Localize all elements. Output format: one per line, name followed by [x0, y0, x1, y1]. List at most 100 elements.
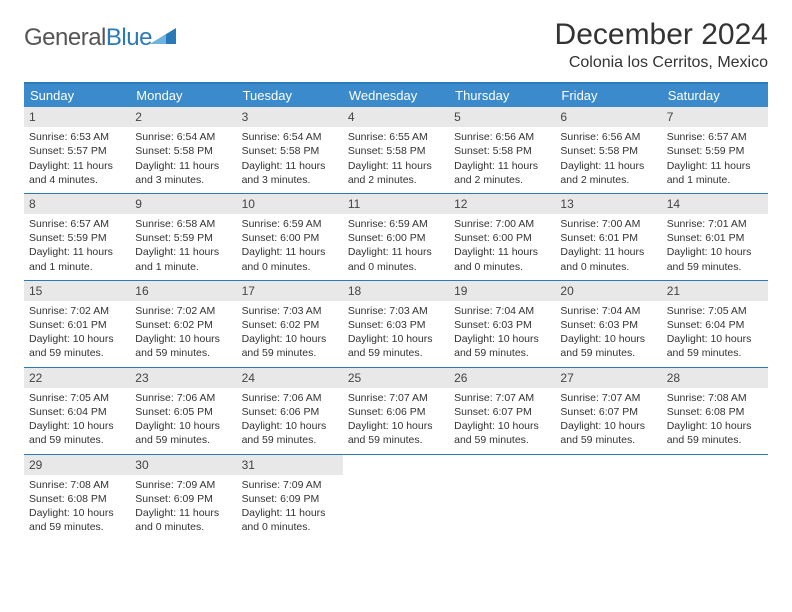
day-body: Sunrise: 6:54 AMSunset: 5:58 PMDaylight:…: [237, 127, 343, 193]
day-body: Sunrise: 7:07 AMSunset: 6:07 PMDaylight:…: [449, 388, 555, 454]
daylight: Daylight: 10 hours and 59 minutes.: [135, 332, 231, 360]
day-cell: 9Sunrise: 6:58 AMSunset: 5:59 PMDaylight…: [130, 194, 236, 280]
daylight: Daylight: 11 hours and 2 minutes.: [560, 159, 656, 187]
day-body: Sunrise: 7:02 AMSunset: 6:02 PMDaylight:…: [130, 301, 236, 367]
day-number: 6: [555, 107, 661, 127]
sunset: Sunset: 6:07 PM: [454, 405, 550, 419]
day-cell: 5Sunrise: 6:56 AMSunset: 5:58 PMDaylight…: [449, 107, 555, 193]
day-header-wed: Wednesday: [343, 84, 449, 107]
day-cell: [555, 455, 661, 541]
day-cell: 29Sunrise: 7:08 AMSunset: 6:08 PMDayligh…: [24, 455, 130, 541]
day-cell: 14Sunrise: 7:01 AMSunset: 6:01 PMDayligh…: [662, 194, 768, 280]
day-number: 7: [662, 107, 768, 127]
day-number: 11: [343, 194, 449, 214]
day-body: Sunrise: 6:55 AMSunset: 5:58 PMDaylight:…: [343, 127, 449, 193]
day-body: Sunrise: 6:59 AMSunset: 6:00 PMDaylight:…: [343, 214, 449, 280]
daylight: Daylight: 10 hours and 59 minutes.: [348, 419, 444, 447]
sunrise: Sunrise: 7:09 AM: [135, 478, 231, 492]
day-cell: 19Sunrise: 7:04 AMSunset: 6:03 PMDayligh…: [449, 281, 555, 367]
daylight: Daylight: 10 hours and 59 minutes.: [667, 245, 763, 273]
sunrise: Sunrise: 6:56 AM: [560, 130, 656, 144]
sunrise: Sunrise: 6:58 AM: [135, 217, 231, 231]
day-cell: 21Sunrise: 7:05 AMSunset: 6:04 PMDayligh…: [662, 281, 768, 367]
day-body: Sunrise: 7:06 AMSunset: 6:05 PMDaylight:…: [130, 388, 236, 454]
logo-text: GeneralBlue: [24, 24, 152, 52]
sunset: Sunset: 5:58 PM: [242, 144, 338, 158]
day-body: Sunrise: 6:56 AMSunset: 5:58 PMDaylight:…: [555, 127, 661, 193]
day-cell: 18Sunrise: 7:03 AMSunset: 6:03 PMDayligh…: [343, 281, 449, 367]
daylight: Daylight: 11 hours and 2 minutes.: [454, 159, 550, 187]
sunrise: Sunrise: 6:54 AM: [242, 130, 338, 144]
daylight: Daylight: 10 hours and 59 minutes.: [454, 332, 550, 360]
sunset: Sunset: 6:08 PM: [667, 405, 763, 419]
week-row: 29Sunrise: 7:08 AMSunset: 6:08 PMDayligh…: [24, 454, 768, 541]
day-number: 25: [343, 368, 449, 388]
sunset: Sunset: 6:02 PM: [242, 318, 338, 332]
sunset: Sunset: 6:04 PM: [29, 405, 125, 419]
daylight: Daylight: 11 hours and 1 minute.: [667, 159, 763, 187]
day-cell: 3Sunrise: 6:54 AMSunset: 5:58 PMDaylight…: [237, 107, 343, 193]
sunrise: Sunrise: 7:05 AM: [29, 391, 125, 405]
day-body: Sunrise: 7:00 AMSunset: 6:01 PMDaylight:…: [555, 214, 661, 280]
day-cell: 26Sunrise: 7:07 AMSunset: 6:07 PMDayligh…: [449, 368, 555, 454]
day-number: 1: [24, 107, 130, 127]
day-number: 23: [130, 368, 236, 388]
day-cell: [449, 455, 555, 541]
sunset: Sunset: 6:09 PM: [242, 492, 338, 506]
sunset: Sunset: 6:05 PM: [135, 405, 231, 419]
daylight: Daylight: 10 hours and 59 minutes.: [29, 419, 125, 447]
day-cell: [662, 455, 768, 541]
sunrise: Sunrise: 7:04 AM: [560, 304, 656, 318]
day-body: Sunrise: 7:03 AMSunset: 6:03 PMDaylight:…: [343, 301, 449, 367]
day-body: Sunrise: 6:57 AMSunset: 5:59 PMDaylight:…: [24, 214, 130, 280]
day-body: Sunrise: 7:07 AMSunset: 6:06 PMDaylight:…: [343, 388, 449, 454]
sunrise: Sunrise: 6:59 AM: [242, 217, 338, 231]
sunset: Sunset: 6:06 PM: [348, 405, 444, 419]
sunset: Sunset: 6:03 PM: [348, 318, 444, 332]
daylight: Daylight: 10 hours and 59 minutes.: [667, 419, 763, 447]
sunset: Sunset: 5:57 PM: [29, 144, 125, 158]
daylight: Daylight: 11 hours and 3 minutes.: [242, 159, 338, 187]
day-cell: 10Sunrise: 6:59 AMSunset: 6:00 PMDayligh…: [237, 194, 343, 280]
day-cell: 16Sunrise: 7:02 AMSunset: 6:02 PMDayligh…: [130, 281, 236, 367]
day-body: Sunrise: 7:09 AMSunset: 6:09 PMDaylight:…: [130, 475, 236, 541]
day-body: Sunrise: 7:08 AMSunset: 6:08 PMDaylight:…: [662, 388, 768, 454]
daylight: Daylight: 11 hours and 0 minutes.: [242, 245, 338, 273]
day-cell: [343, 455, 449, 541]
day-cell: 1Sunrise: 6:53 AMSunset: 5:57 PMDaylight…: [24, 107, 130, 193]
daylight: Daylight: 11 hours and 4 minutes.: [29, 159, 125, 187]
month-title: December 2024: [555, 18, 768, 52]
day-cell: 4Sunrise: 6:55 AMSunset: 5:58 PMDaylight…: [343, 107, 449, 193]
calendar: Sunday Monday Tuesday Wednesday Thursday…: [24, 82, 768, 540]
sunrise: Sunrise: 6:56 AM: [454, 130, 550, 144]
day-body: Sunrise: 6:59 AMSunset: 6:00 PMDaylight:…: [237, 214, 343, 280]
sunrise: Sunrise: 6:54 AM: [135, 130, 231, 144]
sunset: Sunset: 6:06 PM: [242, 405, 338, 419]
day-header-tue: Tuesday: [237, 84, 343, 107]
daylight: Daylight: 10 hours and 59 minutes.: [667, 332, 763, 360]
day-number: 20: [555, 281, 661, 301]
sunset: Sunset: 5:59 PM: [29, 231, 125, 245]
header: GeneralBlue December 2024 Colonia los Ce…: [24, 18, 768, 72]
day-body: Sunrise: 7:08 AMSunset: 6:08 PMDaylight:…: [24, 475, 130, 541]
sunrise: Sunrise: 7:06 AM: [135, 391, 231, 405]
daylight: Daylight: 10 hours and 59 minutes.: [242, 419, 338, 447]
day-cell: 12Sunrise: 7:00 AMSunset: 6:00 PMDayligh…: [449, 194, 555, 280]
sunset: Sunset: 6:01 PM: [667, 231, 763, 245]
day-number: 4: [343, 107, 449, 127]
daylight: Daylight: 11 hours and 3 minutes.: [135, 159, 231, 187]
sunset: Sunset: 6:03 PM: [454, 318, 550, 332]
day-number: 31: [237, 455, 343, 475]
day-cell: 31Sunrise: 7:09 AMSunset: 6:09 PMDayligh…: [237, 455, 343, 541]
day-cell: 17Sunrise: 7:03 AMSunset: 6:02 PMDayligh…: [237, 281, 343, 367]
sunrise: Sunrise: 7:07 AM: [454, 391, 550, 405]
day-body: Sunrise: 6:57 AMSunset: 5:59 PMDaylight:…: [662, 127, 768, 193]
sunset: Sunset: 5:59 PM: [135, 231, 231, 245]
sunrise: Sunrise: 6:57 AM: [29, 217, 125, 231]
sunrise: Sunrise: 7:03 AM: [348, 304, 444, 318]
day-number: 16: [130, 281, 236, 301]
day-body: Sunrise: 6:54 AMSunset: 5:58 PMDaylight:…: [130, 127, 236, 193]
day-cell: 30Sunrise: 7:09 AMSunset: 6:09 PMDayligh…: [130, 455, 236, 541]
daylight: Daylight: 10 hours and 59 minutes.: [348, 332, 444, 360]
daylight: Daylight: 11 hours and 2 minutes.: [348, 159, 444, 187]
